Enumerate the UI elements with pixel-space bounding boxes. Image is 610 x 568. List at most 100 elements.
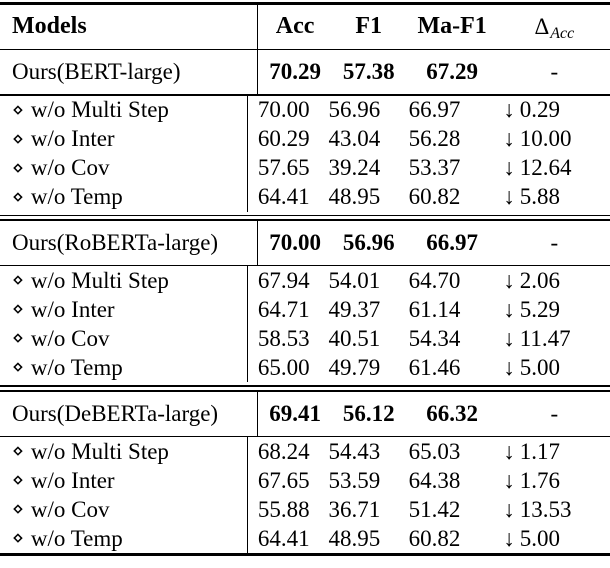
f1-cell: 40.51 — [328, 325, 381, 351]
acc-cell: 57.65 — [257, 155, 310, 181]
delta-cell: ↓ 10.00 — [503, 126, 572, 152]
acc-cell: 68.24 — [257, 438, 310, 464]
ablation-row: ⋄ w/o Cov 57.65 39.24 53.37 ↓ 12.64 — [0, 153, 610, 183]
model-row-deberta-large: Ours(DeBERTa-large) 69.41 56.12 66.32 - — [0, 391, 610, 436]
model-name-cell: Ours(BERT-large) — [0, 50, 259, 95]
column-header-f1: F1 — [355, 13, 383, 39]
f1-cell: 54.01 — [328, 267, 381, 293]
column-header-maf1: Ma-F1 — [417, 13, 487, 39]
f1-cell: 54.43 — [328, 438, 381, 464]
maf1-cell: 61.14 — [408, 296, 461, 322]
maf1-cell: 61.46 — [408, 354, 461, 380]
diamond-icon: ⋄ — [12, 299, 24, 321]
acc-cell: 55.88 — [257, 496, 310, 522]
diamond-icon: ⋄ — [12, 157, 24, 179]
delta-cell: ↓ 11.47 — [503, 325, 571, 351]
maf1-cell: 54.34 — [408, 325, 461, 351]
ablation-label-cell: ⋄ w/o Cov — [0, 324, 249, 354]
column-header-acc: Acc — [275, 13, 315, 39]
ablation-label-cell: ⋄ w/o Inter — [0, 295, 249, 325]
maf1-cell: 64.70 — [408, 267, 461, 293]
acc-cell: 64.41 — [257, 525, 310, 551]
f1-cell: 36.71 — [328, 496, 381, 522]
table-header-row: Models Acc F1 Ma-F1 Δ Acc — [0, 4, 610, 49]
column-header-delta-acc: Δ Acc — [499, 5, 610, 49]
diamond-icon: ⋄ — [12, 470, 24, 492]
acc-cell: 67.65 — [257, 467, 310, 493]
ablation-row: ⋄ w/o Cov 58.53 40.51 54.34 ↓ 11.47 — [0, 324, 610, 354]
down-arrow-icon: ↓ — [503, 496, 515, 522]
acc-cell: 60.29 — [257, 126, 310, 152]
f1-cell: 49.37 — [328, 296, 381, 322]
maf1-cell: 60.82 — [408, 525, 461, 551]
down-arrow-icon: ↓ — [503, 267, 515, 293]
column-header-models-label: Models — [12, 13, 87, 39]
delta-cell: ↓ 5.88 — [503, 184, 560, 210]
ablation-row: ⋄ w/o Multi Step 70.00 56.96 66.97 ↓ 0.29 — [0, 95, 610, 125]
maf1-cell: 67.29 — [426, 59, 478, 85]
f1-cell: 57.38 — [342, 59, 395, 85]
f1-cell: 48.95 — [328, 525, 381, 551]
delta-cell: ↓ 1.76 — [503, 467, 560, 493]
down-arrow-icon: ↓ — [503, 296, 515, 322]
ablation-label-cell: ⋄ w/o Temp — [0, 353, 249, 383]
f1-cell: 56.96 — [342, 229, 395, 255]
delta-cell: - — [550, 400, 559, 426]
bottom-rule — [0, 553, 610, 556]
model-row-roberta-large: Ours(RoBERTa-large) 70.00 56.96 66.97 - — [0, 220, 610, 265]
delta-cell: - — [550, 59, 559, 85]
f1-cell: 56.12 — [342, 400, 395, 426]
down-arrow-icon: ↓ — [503, 126, 515, 152]
ablation-label-cell: ⋄ w/o Inter — [0, 466, 249, 496]
acc-cell: 64.71 — [257, 296, 310, 322]
model-name-cell: Ours(DeBERTa-large) — [0, 391, 259, 436]
ablation-label-cell: ⋄ w/o Inter — [0, 124, 249, 154]
model-row-bert-large: Ours(BERT-large) 70.29 57.38 67.29 - — [0, 50, 610, 95]
down-arrow-icon: ↓ — [503, 97, 515, 123]
ablation-row: ⋄ w/o Multi Step 67.94 54.01 64.70 ↓ 2.06 — [0, 266, 610, 296]
maf1-cell: 66.97 — [426, 229, 478, 255]
horizontal-rule — [0, 435, 610, 438]
ablation-results-table: Models Acc F1 Ma-F1 Δ Acc Ours(BERT-large… — [0, 2, 610, 556]
ablation-row: ⋄ w/o Cov 55.88 36.71 51.42 ↓ 13.53 — [0, 495, 610, 525]
acc-cell: 64.41 — [257, 184, 310, 210]
diamond-icon: ⋄ — [12, 270, 24, 292]
double-rule — [0, 214, 610, 221]
down-arrow-icon: ↓ — [503, 467, 515, 493]
down-arrow-icon: ↓ — [503, 438, 515, 464]
delta-cell: - — [550, 229, 559, 255]
down-arrow-icon: ↓ — [503, 155, 515, 181]
ablation-row: ⋄ w/o Temp 64.41 48.95 60.82 ↓ 5.00 — [0, 524, 610, 554]
ablation-row: ⋄ w/o Inter 67.65 53.59 64.38 ↓ 1.76 — [0, 466, 610, 496]
ablation-label-cell: ⋄ w/o Temp — [0, 524, 249, 554]
acc-cell: 70.29 — [269, 59, 321, 85]
diamond-icon: ⋄ — [12, 328, 24, 350]
top-rule — [0, 2, 610, 5]
double-rule — [0, 385, 610, 392]
diamond-icon: ⋄ — [12, 528, 24, 550]
column-header-models: Models — [0, 4, 259, 49]
acc-cell: 70.00 — [257, 97, 310, 123]
model-name-cell: Ours(RoBERTa-large) — [0, 220, 259, 265]
delta-cell: ↓ 5.00 — [503, 354, 560, 380]
diamond-icon: ⋄ — [12, 357, 24, 379]
maf1-cell: 64.38 — [408, 467, 461, 493]
delta-cell: ↓ 1.17 — [503, 438, 560, 464]
down-arrow-icon: ↓ — [503, 525, 515, 551]
ablation-label-cell: ⋄ w/o Multi Step — [0, 266, 249, 296]
ablation-row: ⋄ w/o Inter 60.29 43.04 56.28 ↓ 10.00 — [0, 124, 610, 154]
ablation-row: ⋄ w/o Inter 64.71 49.37 61.14 ↓ 5.29 — [0, 295, 610, 325]
down-arrow-icon: ↓ — [503, 184, 515, 210]
down-arrow-icon: ↓ — [503, 325, 515, 351]
diamond-icon: ⋄ — [12, 128, 24, 150]
delta-cell: ↓ 5.29 — [503, 296, 560, 322]
acc-cell: 65.00 — [257, 354, 310, 380]
horizontal-rule — [0, 264, 610, 267]
delta-symbol: Δ — [534, 13, 550, 39]
delta-subscript: Acc — [550, 24, 575, 42]
acc-cell: 69.41 — [269, 400, 321, 426]
acc-cell: 58.53 — [257, 325, 310, 351]
delta-cell: ↓ 5.00 — [503, 525, 560, 551]
f1-cell: 49.79 — [328, 354, 381, 380]
maf1-cell: 53.37 — [408, 155, 461, 181]
